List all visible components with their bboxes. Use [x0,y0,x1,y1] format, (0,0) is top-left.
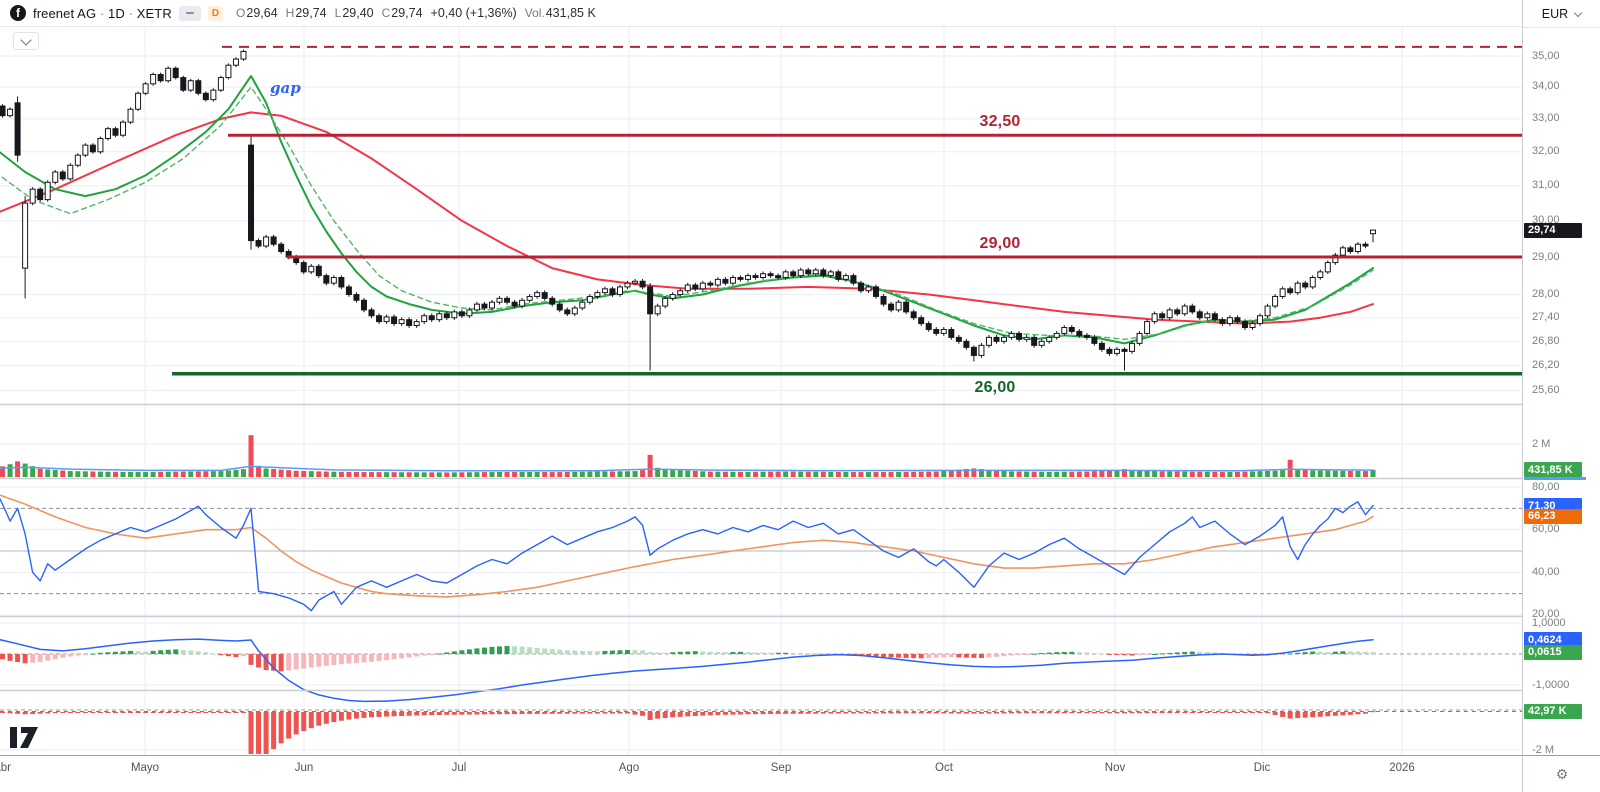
close-value: 29,74 [391,6,423,20]
high-value: 29,74 [295,6,327,20]
volume-value: 431,85 K [545,6,596,20]
legend-collapse-button[interactable] [13,32,39,50]
axis-settings-corner[interactable]: ⚙ [1523,755,1600,792]
candles-layer[interactable] [0,49,1376,371]
time-tick-label: Jun [294,762,314,774]
time-tick-label: 2026 [1389,762,1415,774]
axis-tick-label: 26,20 [1532,359,1560,372]
interval-label: 1D [108,5,125,21]
delayed-data-letter: D [211,7,220,19]
axis-tick-label: 35,00 [1532,49,1560,62]
symbol-title[interactable]: freenet AG · 1D · XETR [33,6,172,21]
axis-tick-label: 27,40 [1532,311,1560,324]
price-levels [172,45,1522,376]
axis-value-badge: 0,0615 [1524,644,1582,660]
axis-tick-label: 1,0000 [1532,616,1566,629]
axis-value-badge: 66,23 [1524,508,1582,524]
symbol-logo[interactable]: f [10,5,26,21]
axis-tick-label: 28,00 [1532,288,1560,301]
axis-tick-label: 26,80 [1532,334,1560,347]
axis-value-badge: 42,97 K [1524,703,1582,719]
volume-ma-line [0,465,1374,472]
delayed-data-badge[interactable]: D [207,5,224,21]
time-tick-label: Oct [935,762,953,774]
currency-label: EUR [1541,6,1569,21]
chevron-down-icon [20,33,32,46]
time-tick-label: Sep [770,762,792,774]
axis-tick-label: 33,00 [1532,112,1560,125]
tradingview-logo [10,727,38,748]
axis-value-badge: 0,4624 [1524,632,1582,648]
axis-tick-label: 2 M [1532,437,1551,450]
axis-tick-label: 25,60 [1532,383,1560,396]
separator-dot: · [128,5,134,21]
symbol-logo-letter: f [16,6,20,20]
price-axis[interactable]: EUR 35,00 34,00 33,00 32,00 31,00 30,00 29,00 2… [1522,0,1600,792]
moving-averages [0,75,1374,345]
macd-pane [0,638,1376,703]
time-tick-label: Dic [1253,762,1271,774]
low-value: 29,40 [342,6,374,20]
time-tick-label: Mayo [130,762,160,774]
time-axis[interactable]: Abr Mayo Jun Jul Ago Sep Oct Nov Dic 2026 [0,755,1522,792]
gap-annotation[interactable]: gap [270,79,301,97]
chevron-down-icon [1573,8,1583,17]
price-level-label[interactable]: 26,00 [974,378,1016,396]
axis-value-badge: 431,85 K [1524,462,1582,478]
rsi-pane [0,494,1374,612]
axis-tick-label: 32,00 [1532,145,1560,158]
symbol-info-bar: f freenet AG · 1D · XETR D O29,64 H29,74… [0,0,1522,27]
axis-tick-label: -2 M [1532,743,1554,756]
axis-tick-label: 40,00 [1532,565,1560,578]
axis-tick-label: 60,00 [1532,523,1560,536]
open-value: 29,64 [246,6,278,20]
axis-tick-label: 20,00 [1532,608,1560,621]
axis-value-badge: 29,74 [1524,222,1582,238]
open-prefix: O [236,6,246,20]
price-level-label[interactable]: 32,50 [979,113,1021,131]
axis-tick-label: 34,00 [1532,80,1560,93]
high-prefix: H [285,6,295,20]
price-level-label[interactable]: 29,00 [979,235,1021,253]
close-prefix: C [381,6,391,20]
axis-tick-label: 31,00 [1532,179,1560,192]
volume-layer [0,435,1376,477]
market-status-icon[interactable] [178,5,201,21]
lower-histogram-pane [0,711,1376,754]
axis-tick-label: -1,0000 [1532,678,1570,691]
time-tick-label: Ago [618,762,640,774]
low-prefix: L [334,6,342,20]
time-tick-label: Jul [451,762,467,774]
time-tick-label: Nov [1104,762,1126,774]
time-tick-label: Abr [0,762,11,774]
volume-prefix: Vol. [524,6,545,20]
gear-icon: ⚙ [1555,766,1569,782]
currency-selector[interactable]: EUR [1523,0,1600,28]
change-value: +0,40 (+1,36%) [430,6,517,20]
ohlc-readout: O29,64 H29,74 L29,40 C29,74 +0,40 (+1,36… [236,6,596,20]
axis-tick-label: 29,00 [1532,250,1560,263]
symbol-name: freenet AG [33,5,97,21]
pane-separators [0,403,1600,692]
exchange-label: XETR [136,5,172,21]
separator-dot: · [99,5,105,21]
axis-tick-label: 80,00 [1532,480,1560,493]
gridlines [0,27,1522,755]
volume-ma-badge-strip [1524,477,1586,481]
